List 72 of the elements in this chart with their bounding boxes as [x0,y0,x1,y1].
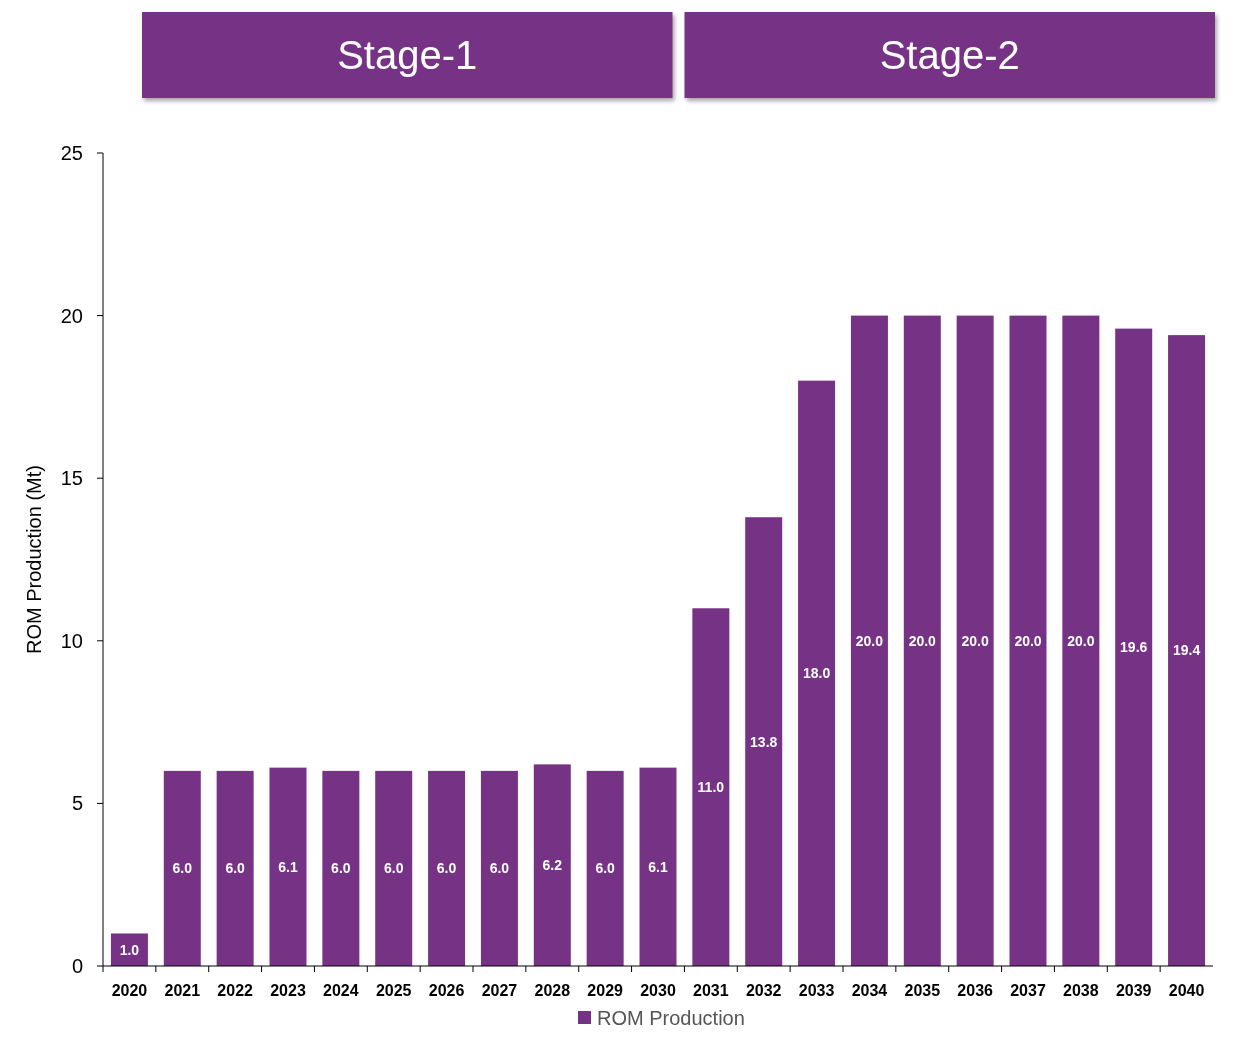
y-tick-label: 10 [60,629,83,652]
x-tick-label: 2021 [164,982,201,999]
data-label: 19.4 [1172,642,1201,659]
data-label: 20.0 [1067,632,1095,649]
bar [428,770,466,966]
x-tick-label: 2025 [375,982,412,999]
data-label: 11.0 [697,779,725,796]
bar [1115,328,1153,966]
data-label: 6.1 [648,858,668,875]
x-tick-label: 2032 [745,982,782,999]
data-label: 20.0 [1014,632,1042,649]
x-tick-label: 2038 [1063,982,1099,999]
bar [850,315,888,966]
data-label: 20.0 [961,632,989,649]
data-label: 13.8 [750,733,778,750]
x-tick-label: 2029 [587,982,624,999]
data-label: 19.6 [1120,639,1148,656]
data-label: 6.0 [383,860,404,877]
y-tick-label: 0 [71,955,83,977]
bar [480,770,518,966]
bar [1168,335,1206,966]
bar [375,770,413,966]
data-label: 6.0 [595,860,616,877]
bar [533,764,571,966]
bar [956,315,994,966]
bar [1062,315,1100,966]
data-label: 1.0 [119,941,140,958]
x-tick-label: 2023 [270,982,306,999]
bar [322,770,360,966]
data-label: 6.0 [172,860,193,877]
bar [269,767,307,966]
bar [163,770,201,966]
x-tick-label: 2026 [428,982,465,999]
data-label: 6.1 [278,858,298,875]
x-tick-label: 2034 [851,982,888,999]
data-label: 6.2 [542,857,563,874]
x-tick-label: 2027 [481,982,518,999]
text: Stage-2 [879,33,1020,77]
data-label: 6.0 [436,860,457,877]
bar [1009,315,1047,966]
bar [692,608,730,966]
y-tick-label: 20 [60,304,83,327]
x-tick-label: 2030 [640,982,676,999]
x-tick-label: 2020 [111,982,148,999]
bar [745,517,783,966]
text: Stage-1 [337,33,478,77]
x-tick-label: 2037 [1010,982,1046,999]
x-tick-label: 2033 [798,982,835,999]
x-tick-label: 2039 [1115,982,1152,999]
y-tick-label: 5 [71,792,83,815]
bar [903,315,941,966]
data-label: 18.0 [802,665,831,682]
data-label: 6.0 [489,860,510,877]
y-axis-title: ROM Production (Mt) [23,465,45,654]
x-tick-label: 2028 [534,982,571,999]
data-label: 20.0 [855,632,884,649]
x-tick-label: 2022 [217,982,254,999]
legend-label: ROM Production [597,1007,745,1029]
x-tick-label: 2040 [1168,982,1205,999]
x-tick-label: 2024 [323,982,359,999]
y-tick-label: 25 [60,142,83,164]
bar [798,380,836,966]
data-label: 6.0 [331,860,351,877]
bar [216,770,254,966]
data-label: 6.0 [225,860,246,877]
x-tick-label: 2031 [693,982,729,999]
bar [586,770,624,966]
bar [639,767,677,966]
x-tick-label: 2036 [957,982,994,999]
data-label: 20.0 [908,632,937,649]
x-tick-label: 2035 [904,982,941,999]
y-tick-label: 15 [60,467,83,490]
